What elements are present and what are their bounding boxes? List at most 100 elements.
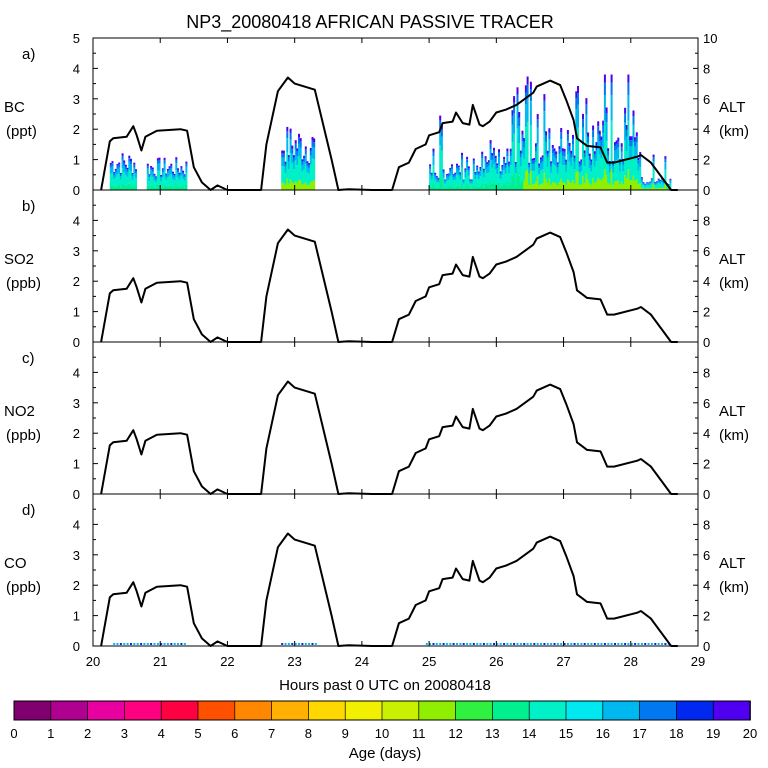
bc-tracer-bar-2-16-1 — [308, 173, 311, 186]
bc-tracer-bar-3-9-3 — [444, 180, 447, 182]
bc-tracer-bar-3-0-3 — [429, 166, 432, 169]
co-trace-mark — [294, 643, 297, 645]
bc-tracer-bar-1-4-0 — [153, 187, 156, 190]
bc-tracer-bar-5-9-1 — [538, 174, 541, 186]
bc-tracer-bar-5-12-2 — [543, 111, 546, 133]
colorbar-swatch — [381, 700, 420, 721]
bc-tracer-bar-1-22-1 — [183, 180, 186, 188]
bc-tracer-bar-4-18-2 — [506, 156, 509, 166]
bc-tracer-bar-1-21-0 — [182, 186, 185, 190]
bc-tracer-bar-1-9-3 — [161, 169, 164, 173]
bc-tracer-bar-5-20-3 — [556, 164, 559, 168]
bc-tracer-bar-6-20-3 — [630, 140, 633, 146]
bc-tracer-bar-4-7-4 — [487, 160, 490, 163]
bc-tracer-bar-4-1-0 — [477, 186, 480, 190]
bc-tracer-bar-6-17-2 — [625, 136, 628, 151]
co-trace-mark — [563, 643, 566, 645]
bc-tracer-bar-3-27-4 — [474, 171, 477, 174]
bc-tracer-bar-0-9-3 — [124, 166, 127, 170]
bc-tracer-bar-5-0-0 — [523, 180, 526, 190]
bc-tracer-bar-7-4-2 — [647, 183, 650, 186]
bc-tracer-bar-7-4-1 — [647, 185, 650, 189]
bc-tracer-bar-3-1-0 — [430, 186, 433, 190]
bc-tracer-bar-7-7-1 — [652, 168, 655, 184]
bc-tracer-bar-6-13-0 — [619, 184, 621, 190]
colorbar-tick-label: 20 — [743, 726, 757, 741]
bc-tracer-bar-5-28-0 — [570, 182, 573, 190]
bc-tracer-bar-4-15-4 — [501, 165, 504, 167]
bc-tracer-bar-3-26-0 — [472, 184, 475, 190]
bc-tracer-bar-6-21-3 — [632, 116, 635, 125]
bc-tracer-bar-4-25-2 — [518, 126, 521, 144]
bc-tracer-bar-6-0-1 — [597, 148, 600, 178]
bc-tracer-bar-5-43-0 — [595, 181, 598, 190]
bc-tracer-bar-1-18-2 — [177, 172, 179, 177]
bc-tracer-bar-3-10-3 — [445, 175, 448, 177]
bc-tracer-bar-6-14-3 — [620, 146, 623, 152]
colorbar-tick-label: 10 — [375, 726, 389, 741]
bc-tracer-bar-3-4-4 — [435, 176, 438, 178]
bc-tracer-bar-1-8-3 — [160, 176, 163, 178]
bc-tracer-bar-3-11-0 — [447, 187, 450, 190]
left-tick-label: 1 — [73, 457, 80, 472]
bc-tracer-bar-6-7-3 — [608, 163, 611, 167]
bc-tracer-bar-3-15-2 — [454, 175, 457, 180]
bc-tracer-bar-5-30-1 — [573, 169, 576, 184]
bc-tracer-bar-0-13-3 — [131, 174, 134, 177]
bc-tracer-bar-5-39-4 — [588, 153, 591, 157]
bc-tracer-bar-5-8-4 — [536, 114, 539, 120]
bc-tracer-bar-4-18-3 — [506, 151, 509, 156]
bc-tracer-bar-7-3-3 — [645, 182, 648, 184]
bc-tracer-bar-6-3-4 — [602, 120, 605, 126]
bc-tracer-bar-3-13-0 — [451, 185, 453, 190]
colorbar-label: Age (days) — [349, 745, 422, 762]
bc-tracer-bar-1-2-3 — [150, 167, 153, 171]
bc-tracer-bar-4-21-3 — [511, 115, 514, 125]
bc-tracer-bar-6-23-4 — [635, 132, 638, 137]
bc-tracer-bar-6-3-2 — [602, 133, 605, 149]
bc-tracer-bar-3-21-4 — [464, 168, 467, 170]
bc-tracer-bar-2-6-0 — [291, 182, 294, 190]
bc-tracer-bar-6-18-1 — [627, 120, 630, 170]
bc-tracer-bar-4-11-3 — [494, 158, 497, 162]
bc-tracer-bar-1-20-0 — [180, 185, 183, 190]
bc-tracer-bar-1-0-0 — [146, 185, 149, 190]
bc-tracer-bar-4-10-3 — [493, 150, 495, 156]
bc-tracer-bar-5-29-3 — [572, 138, 574, 145]
x-tick-label: 28 — [624, 654, 638, 669]
bc-tracer-bar-6-8-0 — [610, 169, 613, 190]
bc-tracer-bar-7-8-2 — [654, 183, 657, 186]
bc-tracer-bar-3-2-4 — [432, 148, 435, 152]
bc-tracer-bar-2-2-4 — [284, 161, 287, 164]
bc-tracer-bar-6-7-1 — [608, 172, 611, 185]
colorbar-swatch — [271, 700, 310, 721]
bc-tracer-bar-4-8-2 — [489, 149, 492, 161]
bc-tracer-bar-7-5-2 — [649, 183, 652, 185]
bc-tracer-bar-2-10-3 — [298, 137, 300, 144]
bc-tracer-bar-1-0-2 — [146, 168, 149, 175]
co-trace-mark — [425, 643, 428, 645]
species-unit: (ppb) — [6, 275, 41, 292]
bc-tracer-bar-1-21-4 — [182, 170, 185, 173]
bc-tracer-bar-7-9-2 — [656, 182, 658, 185]
colorbar-tick-label: 14 — [522, 726, 536, 741]
bc-tracer-bar-5-40-3 — [590, 161, 593, 165]
right-tick-label: 2 — [703, 457, 710, 472]
bc-tracer-bar-4-4-1 — [482, 177, 485, 187]
bc-tracer-bar-4-22-3 — [513, 102, 516, 113]
bc-tracer-bar-7-10-1 — [657, 183, 660, 188]
bc-tracer-bar-4-7-3 — [487, 162, 490, 166]
bc-tracer-bar-5-35-2 — [582, 127, 584, 145]
bc-tracer-bar-4-22-2 — [513, 113, 516, 134]
bc-tracer-bar-4-14-2 — [499, 174, 502, 179]
co-trace-mark — [570, 643, 573, 645]
bc-tracer-bar-5-36-4 — [583, 150, 586, 154]
bc-tracer-bar-5-5-0 — [531, 184, 534, 190]
bc-tracer-bar-2-16-3 — [308, 164, 311, 168]
bc-tracer-bar-7-8-3 — [654, 182, 657, 184]
bc-tracer-bar-1-6-3 — [156, 160, 159, 164]
co-trace-mark — [173, 643, 176, 645]
left-tick-label: 0 — [73, 639, 80, 654]
bc-tracer-bar-0-7-3 — [121, 155, 124, 160]
bc-tracer-bar-2-9-4 — [296, 148, 299, 152]
